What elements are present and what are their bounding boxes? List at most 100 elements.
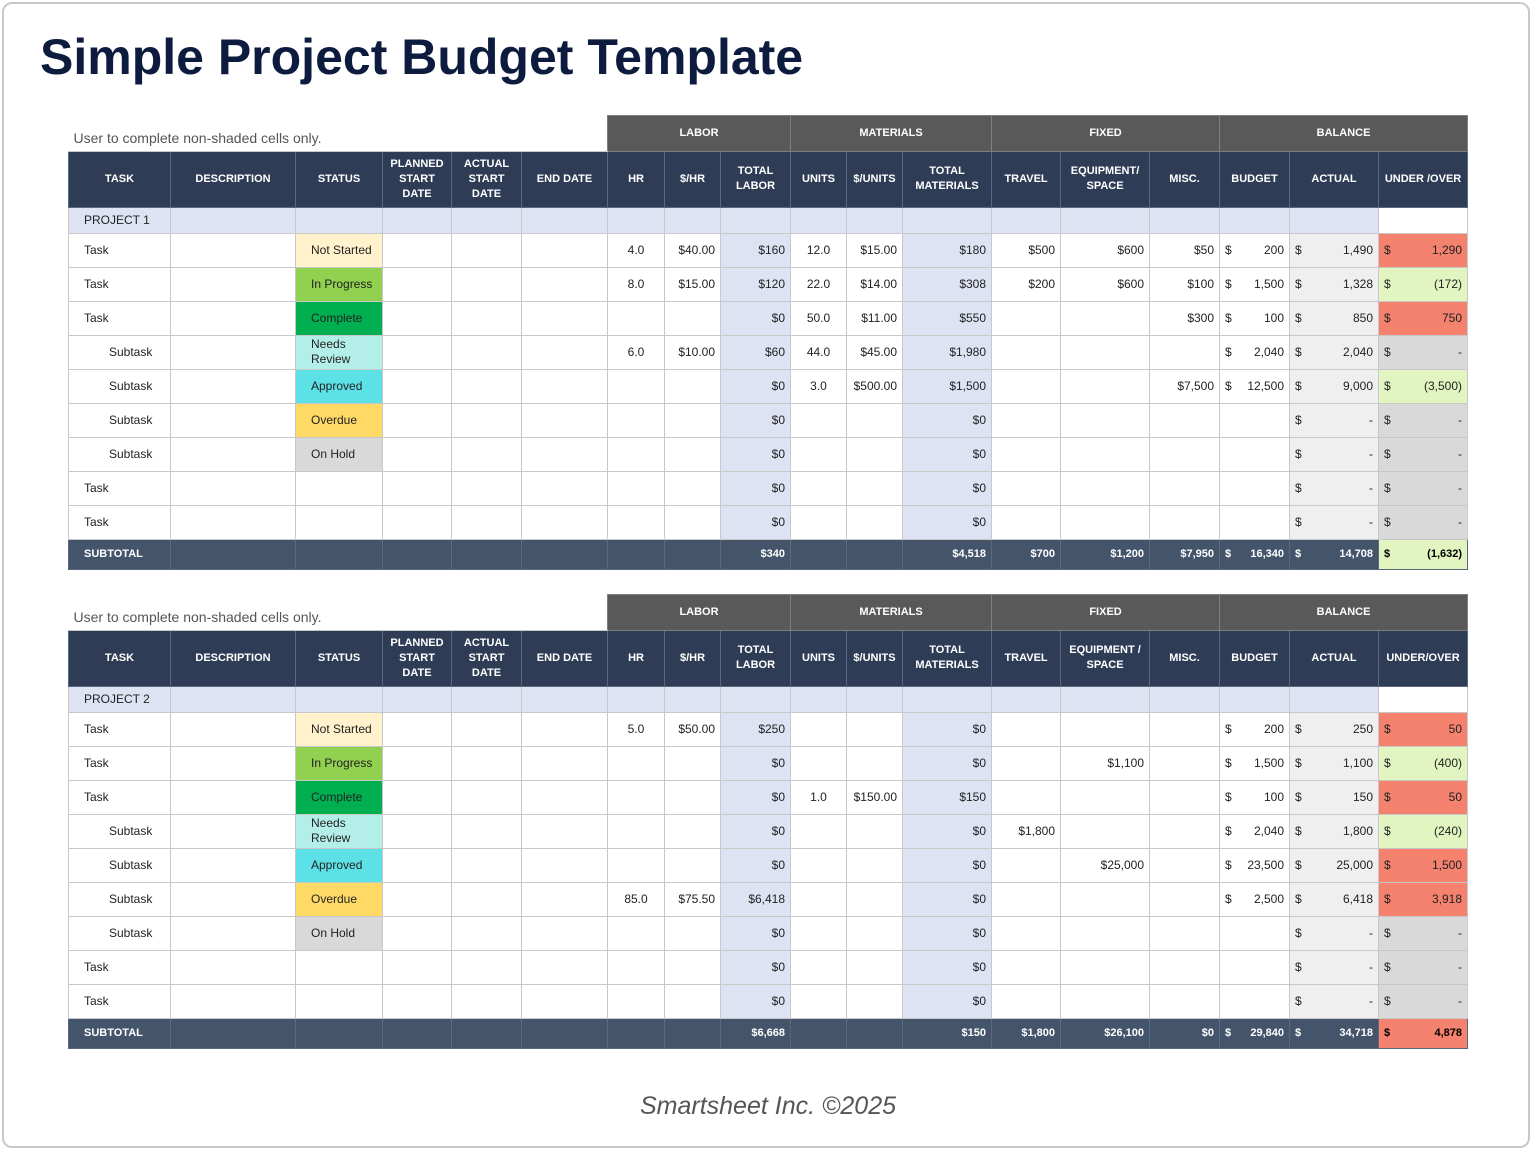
note: User to complete non-shaded cells only. [68, 594, 608, 631]
cell [664, 949, 722, 985]
accounting-part: $ [1384, 447, 1391, 461]
accounting-part: $ [1225, 548, 1232, 560]
cell [607, 779, 666, 815]
accounting-part: 1,800 [1343, 824, 1374, 838]
column-header: EQUIPMENT/ SPACE [1060, 150, 1151, 208]
cell [1060, 881, 1151, 917]
project-cell [170, 685, 296, 713]
cell: On Hold [295, 436, 383, 472]
column-header: UNDER/OVER [1378, 629, 1469, 687]
project-cell [720, 685, 792, 713]
cell [451, 881, 522, 917]
data-row: Subtask On Hold $0 $0 $ - $ - [68, 915, 1469, 951]
project-cell: PROJECT 2 [68, 685, 171, 713]
accounting-part: 1,500 [1254, 756, 1285, 770]
header-row: TASK DESCRIPTION STATUS PLANNED START DATE A… [68, 150, 1469, 208]
subtotal-cell [382, 1017, 452, 1049]
data-row: Task $0 $0 $ - $ - [68, 470, 1469, 506]
cell [664, 300, 722, 336]
data-row: Task In Progress $0 $0 $1,100 $1,500 $1,100 $ (4… [68, 745, 1469, 781]
accounting-part: $ [1225, 243, 1232, 257]
project-cell [1219, 685, 1291, 713]
cell [382, 266, 452, 302]
group-header: BALANCE [1219, 115, 1469, 152]
project-cell [1149, 206, 1221, 234]
cell [846, 436, 904, 472]
cell [170, 436, 296, 472]
cell [382, 334, 452, 370]
subtotal-cell [790, 538, 848, 570]
accounting-part: (240) [1434, 824, 1463, 838]
cell [1149, 436, 1221, 472]
column-header: TOTAL LABOR [720, 150, 792, 208]
project-cell [664, 685, 722, 713]
subtotal-cell [520, 538, 609, 570]
cell [520, 983, 609, 1019]
project-cell [1378, 206, 1469, 234]
cell [520, 266, 609, 302]
cell: $ (172) [1378, 266, 1469, 302]
subtotal-cell: $6,668 [720, 1017, 792, 1049]
cell [1149, 402, 1221, 438]
cell [520, 402, 609, 438]
cell [520, 504, 609, 540]
accounting-part: - [1369, 413, 1374, 427]
accounting: $1,290 [1384, 243, 1462, 257]
project-cell: PROJECT 1 [68, 206, 171, 234]
cell: $10.00 [664, 334, 722, 370]
cell [520, 813, 609, 849]
cell: $ - [1378, 949, 1469, 985]
cell [170, 779, 296, 815]
cell: $0 [902, 470, 993, 506]
cell: $75.50 [664, 881, 722, 917]
cell [295, 949, 383, 985]
data-row: Subtask Overdue 85.0 $75.50 $6,418 $0 $2,500 $6… [68, 881, 1469, 917]
cell: $120 [720, 266, 792, 302]
accounting: $1,500 [1384, 858, 1462, 872]
column-header: $/HR [664, 150, 722, 208]
project-cell [382, 685, 452, 713]
cell: $0 [902, 711, 993, 747]
accounting: $ (240) [1384, 824, 1462, 838]
accounting: $4,878 [1384, 1027, 1462, 1039]
cell: $150 [902, 779, 993, 815]
accounting-part: 1,500 [1254, 277, 1285, 291]
cell [451, 470, 522, 506]
cell: $15.00 [664, 266, 722, 302]
accounting-part: $ [1384, 858, 1391, 872]
subtotal-cell [451, 538, 522, 570]
project-cell [1149, 685, 1221, 713]
accounting-part: $ [1295, 994, 1302, 1008]
accounting-part: 29,840 [1250, 1027, 1285, 1039]
accounting: $250 [1295, 722, 1373, 736]
cell: $1,800 [1289, 813, 1380, 849]
cell [520, 711, 609, 747]
data-row: Task $0 $0 $ - $ - [68, 949, 1469, 985]
cell [520, 881, 609, 917]
cell: 8.0 [607, 266, 666, 302]
cell: $ (400) [1378, 745, 1469, 781]
cell [1219, 436, 1291, 472]
project-cell [451, 206, 522, 234]
subtotal-cell [607, 538, 666, 570]
cell [991, 949, 1062, 985]
column-header: UNDER /OVER [1378, 150, 1469, 208]
subtotal-cell: SUBTOTAL [68, 538, 171, 570]
cell [790, 436, 848, 472]
accounting-part: 4,878 [1434, 1027, 1463, 1039]
cell [382, 300, 452, 336]
budget-table: User to complete non-shaded cells only. L… [68, 115, 1469, 570]
accounting-part: $ [1384, 892, 1391, 906]
subtotal-cell: $1,800 [991, 1017, 1062, 1049]
cell: Task [68, 779, 171, 815]
project-row: PROJECT 2 [68, 685, 1469, 713]
group-header: FIXED [991, 594, 1221, 631]
accounting-part: 14,708 [1339, 548, 1374, 560]
cell: Complete [295, 779, 383, 815]
accounting: $ - [1384, 413, 1462, 427]
project-cell [1060, 206, 1151, 234]
cell: $1,980 [902, 334, 993, 370]
accounting-part: $ [1295, 824, 1302, 838]
cell: $14.00 [846, 266, 904, 302]
cell [664, 470, 722, 506]
